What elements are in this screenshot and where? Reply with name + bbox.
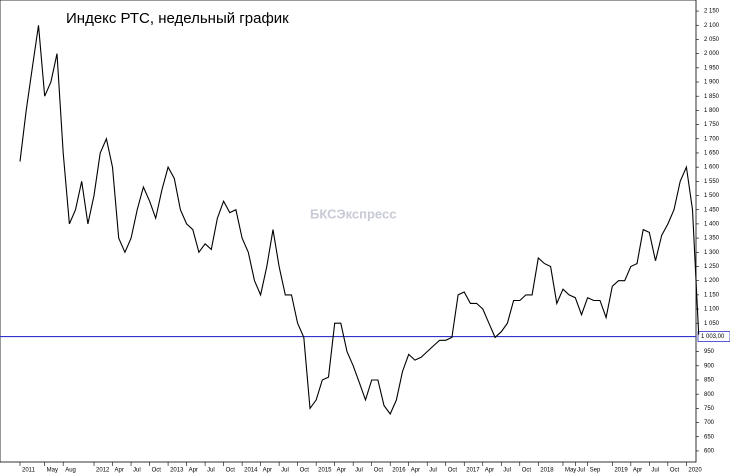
- reference-label: 1 003,00: [701, 334, 725, 340]
- y-tick-label: 1 450: [704, 207, 720, 213]
- x-tick-label: Apr: [485, 468, 494, 474]
- x-tick-label: Oct: [670, 468, 680, 474]
- y-tick-label: 1 800: [704, 108, 720, 114]
- y-tick-label: 750: [704, 406, 715, 412]
- x-tick-label: Jul: [281, 468, 289, 474]
- y-tick-label: 1 950: [704, 65, 720, 71]
- x-tick-label: Apr: [633, 468, 642, 474]
- x-tick-label: Oct: [152, 468, 162, 474]
- x-tick-label: 2011: [22, 468, 36, 474]
- y-tick-label: 2 050: [704, 37, 720, 43]
- x-tick-label: Oct: [300, 468, 310, 474]
- y-tick-label: 2 000: [704, 51, 720, 57]
- watermark: БКСЭкспресс: [310, 206, 396, 221]
- x-tick-label: Oct: [374, 468, 384, 474]
- y-tick-label: 1 650: [704, 151, 720, 157]
- y-tick-label: 600: [704, 449, 715, 455]
- x-tick-label: Sep: [590, 468, 601, 474]
- y-tick-label: 2 100: [704, 23, 720, 29]
- y-tick-label: 1 150: [704, 292, 720, 298]
- y-tick-label: 1 600: [704, 165, 720, 171]
- x-tick-label: 2017: [466, 468, 480, 474]
- y-tick-label: 1 550: [704, 179, 720, 185]
- x-tick-label: Oct: [448, 468, 458, 474]
- x-tick-label: 2018: [540, 468, 554, 474]
- x-tick-label: Oct: [226, 468, 236, 474]
- y-tick-label: 900: [704, 363, 715, 369]
- x-tick-label: Apr: [263, 468, 272, 474]
- x-tick-label: Apr: [411, 468, 420, 474]
- y-tick-label: 1 900: [704, 80, 720, 86]
- x-tick-label: 2016: [392, 468, 406, 474]
- x-tick-label: Jul: [207, 468, 215, 474]
- price-line: [19, 25, 700, 416]
- x-tick-label: Jul: [355, 468, 363, 474]
- plot-frame: [0, 0, 697, 463]
- y-tick-label: 1 300: [704, 250, 720, 256]
- reference-label-box: [697, 331, 730, 342]
- x-tick-label: Apr: [189, 468, 198, 474]
- y-tick-label: 2 150: [704, 9, 720, 15]
- y-tick-label: 1 700: [704, 136, 720, 142]
- x-tick-label: 2019: [614, 468, 628, 474]
- y-tick-label: 1 500: [704, 193, 720, 199]
- y-tick-label: 850: [704, 378, 715, 384]
- x-tick-label: 2014: [244, 468, 258, 474]
- x-tick-label: Apr: [115, 468, 124, 474]
- y-tick-label: 1 250: [704, 264, 720, 270]
- x-tick-label: 2015: [318, 468, 332, 474]
- x-tick-label: 2012: [96, 468, 110, 474]
- x-tick-label: Oct: [522, 468, 532, 474]
- x-tick-label: Jul: [503, 468, 511, 474]
- y-tick-label: 650: [704, 434, 715, 440]
- y-tick-label: 1 200: [704, 278, 720, 284]
- y-tick-label: 1 050: [704, 321, 720, 327]
- x-tick-label: Apr: [337, 468, 346, 474]
- x-tick-label: May: [565, 468, 576, 474]
- y-tick-label: 1 750: [704, 122, 720, 128]
- x-tick-label: Jul: [133, 468, 141, 474]
- x-tick-label: Jul: [429, 468, 437, 474]
- y-tick-label: 1 100: [704, 307, 720, 313]
- x-tick-label: Jul: [651, 468, 659, 474]
- x-tick-label: Jul: [577, 468, 585, 474]
- y-tick-label: 700: [704, 420, 715, 426]
- x-tick-label: Aug: [65, 468, 76, 474]
- x-tick-label: 2020: [688, 468, 702, 474]
- chart-title: Индекс РТС, недельный график: [66, 10, 289, 27]
- x-tick-label: May: [47, 468, 58, 474]
- y-tick-label: 1 850: [704, 94, 720, 100]
- y-tick-label: 950: [704, 349, 715, 355]
- y-tick-label: 1 400: [704, 221, 720, 227]
- y-tick-label: 1 350: [704, 236, 720, 242]
- y-tick-label: 800: [704, 392, 715, 398]
- x-tick-label: 2013: [170, 468, 184, 474]
